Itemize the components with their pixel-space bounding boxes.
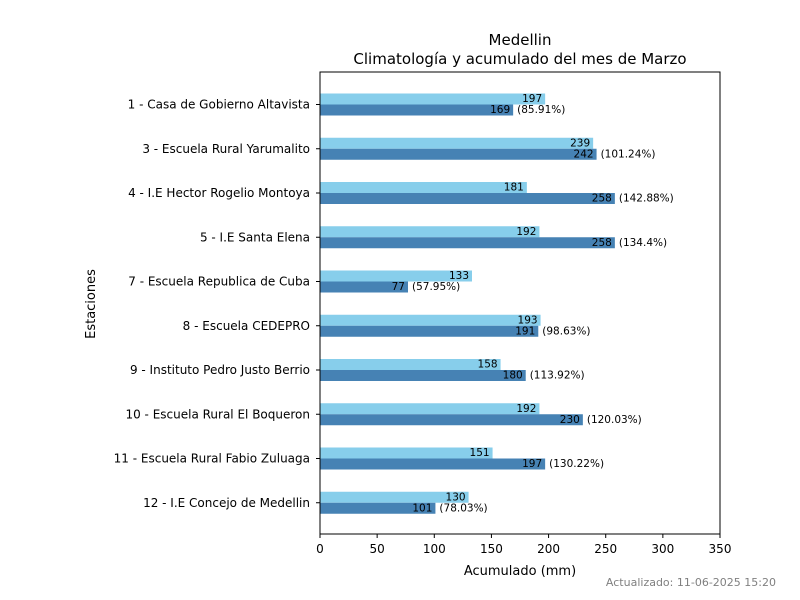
x-tick-label: 200 bbox=[537, 542, 560, 556]
bar-value-label: 77 bbox=[392, 281, 405, 293]
bar-accumulated bbox=[320, 104, 514, 116]
chart-title: Medellin bbox=[489, 31, 552, 49]
bar-accumulated bbox=[320, 193, 615, 204]
bar-accumulated bbox=[320, 281, 408, 293]
bar-value-label: 191 bbox=[515, 325, 535, 337]
bar-climatology bbox=[320, 314, 541, 326]
y-tick-label: 10 - Escuela Rural El Boqueron bbox=[125, 407, 310, 421]
bar-value-label: 192 bbox=[516, 226, 536, 238]
bar-accumulated bbox=[320, 237, 615, 249]
bar-percent-label: (78.03%) bbox=[439, 502, 487, 514]
y-tick-label: 1 - Casa de Gobierno Altavista bbox=[128, 98, 310, 112]
bar-accumulated bbox=[320, 414, 583, 426]
bar-accumulated bbox=[320, 325, 539, 337]
bar-climatology bbox=[320, 93, 546, 105]
x-tick-label: 0 bbox=[316, 542, 324, 556]
bar-climatology bbox=[320, 226, 540, 238]
bar-value-label: 258 bbox=[592, 237, 612, 249]
x-tick-label: 50 bbox=[370, 542, 385, 556]
bar-percent-label: (85.91%) bbox=[517, 104, 565, 116]
x-tick-label: 150 bbox=[480, 542, 503, 556]
y-tick-label: 8 - Escuela CEDEPRO bbox=[183, 319, 310, 333]
bar-percent-label: (142.88%) bbox=[619, 193, 674, 205]
x-axis-label: Acumulado (mm) bbox=[464, 564, 576, 579]
bar-percent-label: (130.22%) bbox=[549, 458, 604, 470]
bar-climatology bbox=[320, 137, 594, 149]
bar-percent-label: (57.95%) bbox=[412, 281, 460, 293]
y-tick-label: 3 - Escuela Rural Yarumalito bbox=[142, 142, 310, 156]
bar-value-label: 101 bbox=[412, 502, 432, 514]
plot-area: 197 169 (85.91%) 1 - Casa de Gobierno Altav… bbox=[114, 71, 732, 556]
bar-accumulated bbox=[320, 148, 597, 160]
bar-value-label: 133 bbox=[449, 270, 469, 282]
bar-climatology bbox=[320, 403, 540, 415]
y-tick-label: 9 - Instituto Pedro Justo Berrio bbox=[130, 363, 310, 377]
bar-accumulated bbox=[320, 502, 436, 514]
x-tick-label: 250 bbox=[594, 542, 617, 556]
y-tick-label: 11 - Escuela Rural Fabio Zuluaga bbox=[114, 452, 310, 466]
y-tick-label: 7 - Escuela Republica de Cuba bbox=[128, 275, 310, 289]
bar-accumulated bbox=[320, 458, 546, 470]
bar-climatology bbox=[320, 491, 469, 503]
y-tick-label: 12 - I.E Concejo de Medellin bbox=[143, 496, 310, 510]
bar-climatology bbox=[320, 447, 493, 459]
bar-value-label: 230 bbox=[560, 414, 580, 426]
x-tick-label: 100 bbox=[423, 542, 446, 556]
bar-value-label: 169 bbox=[490, 104, 510, 116]
y-tick-label: 4 - I.E Hector Rogelio Montoya bbox=[128, 186, 310, 200]
bar-value-label: 197 bbox=[522, 458, 542, 470]
bar-percent-label: (134.4%) bbox=[619, 237, 667, 249]
updated-timestamp: Actualizado: 11-06-2025 15:20 bbox=[606, 576, 776, 589]
chart-subtitle: Climatología y acumulado del mes de Marz… bbox=[353, 50, 686, 68]
bar-percent-label: (113.92%) bbox=[530, 370, 585, 382]
x-tick-label: 350 bbox=[709, 542, 732, 556]
plot-frame bbox=[319, 71, 721, 535]
bar-percent-label: (120.03%) bbox=[587, 414, 642, 426]
bar-value-label: 181 bbox=[504, 182, 524, 194]
bar-value-label: 193 bbox=[518, 314, 538, 326]
bar-value-label: 158 bbox=[478, 359, 498, 371]
bar-value-label: 197 bbox=[522, 93, 542, 105]
bar-value-label: 180 bbox=[503, 370, 523, 382]
bar-value-label: 151 bbox=[470, 447, 490, 459]
bar-value-label: 242 bbox=[574, 148, 594, 160]
y-axis-label: Estaciones bbox=[84, 269, 99, 339]
bar-climatology bbox=[320, 270, 472, 282]
bar-value-label: 239 bbox=[570, 137, 590, 149]
bar-percent-label: (98.63%) bbox=[542, 325, 590, 337]
bar-climatology bbox=[320, 182, 527, 193]
y-tick-label: 5 - I.E Santa Elena bbox=[200, 230, 310, 244]
bar-accumulated bbox=[320, 370, 526, 381]
bar-value-label: 192 bbox=[516, 403, 536, 415]
bar-value-label: 130 bbox=[446, 491, 466, 503]
x-tick-label: 300 bbox=[651, 542, 674, 556]
bar-value-label: 258 bbox=[592, 193, 612, 205]
bar-climatology bbox=[320, 359, 501, 370]
bar-percent-label: (101.24%) bbox=[601, 148, 656, 160]
